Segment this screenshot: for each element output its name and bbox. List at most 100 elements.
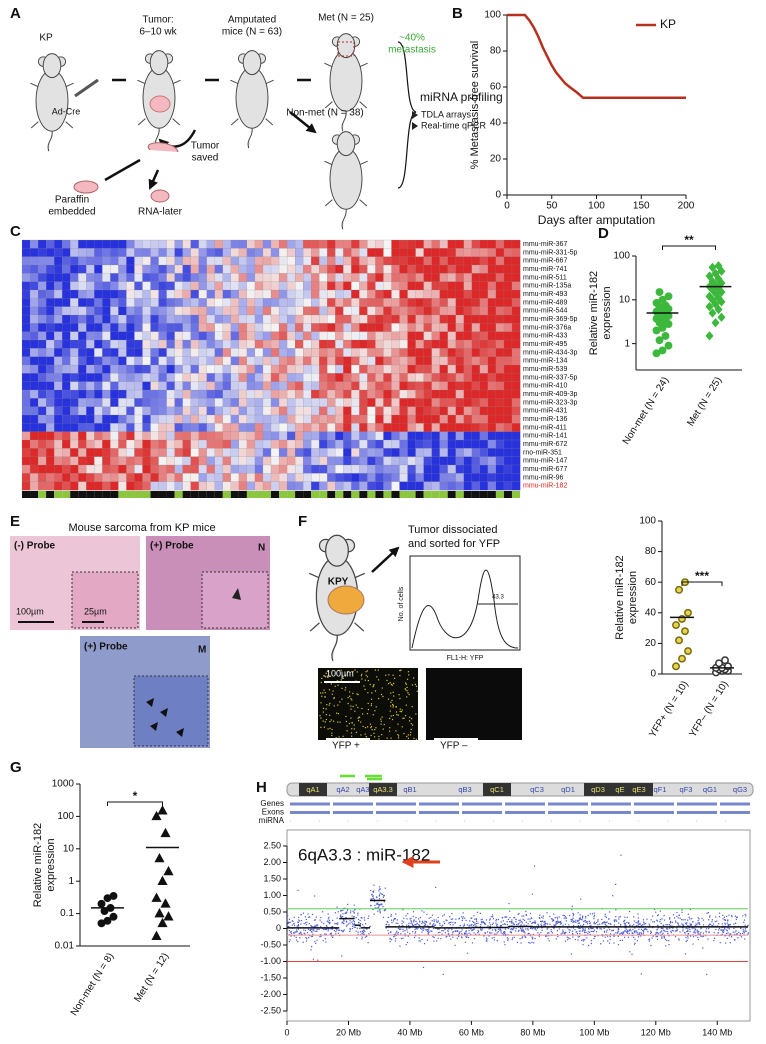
probe-dot (571, 932, 574, 935)
probe-dot (615, 932, 617, 934)
probe-dot (415, 927, 417, 929)
heatmap-cell (391, 373, 400, 383)
heatmap-cell (37, 464, 47, 474)
signal-dot (325, 714, 328, 716)
heatmap-cell (126, 331, 135, 341)
heatmap-cell (110, 439, 119, 449)
probe-dot (422, 929, 424, 932)
probe-dot (432, 924, 434, 926)
probe-dot (444, 928, 446, 930)
heatmap-cell (262, 473, 272, 483)
probe-dot (625, 931, 627, 933)
probe-dot (518, 919, 520, 921)
probe-dot (529, 920, 531, 923)
probe-dot (297, 923, 300, 926)
heatmap-cell (110, 314, 119, 324)
heatmap-cell (311, 281, 320, 291)
probe-dot (642, 930, 645, 932)
heatmap-cell (190, 473, 200, 483)
probe-dot (631, 953, 633, 955)
probe-dot (643, 922, 645, 924)
heatmap-cell (327, 398, 336, 408)
probe-dot (464, 933, 466, 935)
probe-dot (442, 973, 444, 976)
signal-dot (340, 679, 342, 681)
heatmap-cell (150, 239, 159, 249)
panel-label: F (298, 513, 307, 530)
signal-dot (329, 714, 331, 716)
signal-dot (376, 676, 378, 678)
heatmap: mmu-miR-367mmu-miR-331-5pmmu-miR-667mmu-… (21, 239, 578, 498)
heatmap-cell (29, 281, 39, 291)
probe-dot (675, 920, 677, 922)
signal-dot (319, 715, 321, 717)
probe-dot (486, 931, 489, 933)
heatmap-cell (29, 481, 39, 491)
heatmap-cell (303, 439, 312, 449)
probe-dot (396, 919, 398, 921)
probe-dot (314, 926, 316, 928)
probe-dot (693, 931, 695, 933)
heatmap-cell (415, 239, 425, 249)
y-axis-label: Relative miR-182 (588, 271, 600, 355)
heatmap-cell (246, 406, 256, 416)
heatmap-cell (230, 281, 240, 291)
probe-dot (529, 942, 531, 944)
probe-dot (323, 922, 325, 925)
heatmap-cell (431, 389, 441, 399)
probe-dot (589, 913, 591, 915)
probe-dot (699, 923, 701, 925)
probe-dot (486, 938, 488, 940)
probe-dot (612, 895, 614, 897)
heatmap-cell (447, 248, 457, 258)
probe-dot (654, 908, 656, 911)
significance-bracket (662, 245, 716, 250)
heatmap-cell (230, 431, 240, 441)
heatmap-cell (270, 423, 280, 433)
group-bar (391, 491, 400, 498)
heatmap-cell (45, 306, 55, 316)
heatmap-cell (407, 331, 416, 341)
heatmap-cell (37, 298, 47, 308)
probe-dot (666, 924, 669, 926)
probe-dot (335, 930, 337, 933)
probe-dot (705, 931, 707, 933)
heatmap-cell (311, 481, 320, 491)
probe-dot (546, 928, 549, 930)
probe-dot (382, 916, 384, 918)
heatmap-cell (70, 248, 79, 258)
heatmap-cell (118, 273, 127, 283)
group-bar (190, 491, 199, 498)
probe-dot (711, 925, 713, 927)
signal-dot (406, 690, 408, 692)
heatmap-cell (278, 364, 288, 374)
heatmap-cell (503, 339, 513, 349)
signal-dot (330, 683, 333, 685)
heatmap-cell (118, 406, 127, 416)
heatmap-cell (230, 306, 240, 316)
heatmap-cell (447, 373, 457, 383)
heatmap-cell (262, 364, 272, 374)
probe-dot (300, 932, 302, 934)
heatmap-cell (70, 448, 79, 458)
heatmap-cell (495, 331, 505, 341)
heatmap-cell (102, 373, 111, 383)
heatmap-cell (118, 339, 127, 349)
heatmap-cell (367, 448, 376, 458)
heatmap-cell (286, 339, 296, 349)
heatmap-cell (495, 364, 505, 374)
heatmap-cell (278, 414, 288, 424)
heatmap-cell (110, 331, 119, 341)
heatmap-cell (134, 248, 143, 258)
heatmap-cell (343, 414, 352, 424)
heatmap-cell (54, 264, 63, 274)
heatmap-cell (327, 439, 336, 449)
heatmap-cell (21, 473, 31, 483)
heatmap-cell (37, 406, 47, 416)
probe-dot (520, 929, 522, 931)
heatmap-cell (511, 389, 521, 399)
probe-dot (465, 930, 467, 932)
heatmap-cell (270, 239, 280, 249)
heatmap-cell (21, 314, 31, 324)
heatmap-cell (45, 298, 55, 308)
